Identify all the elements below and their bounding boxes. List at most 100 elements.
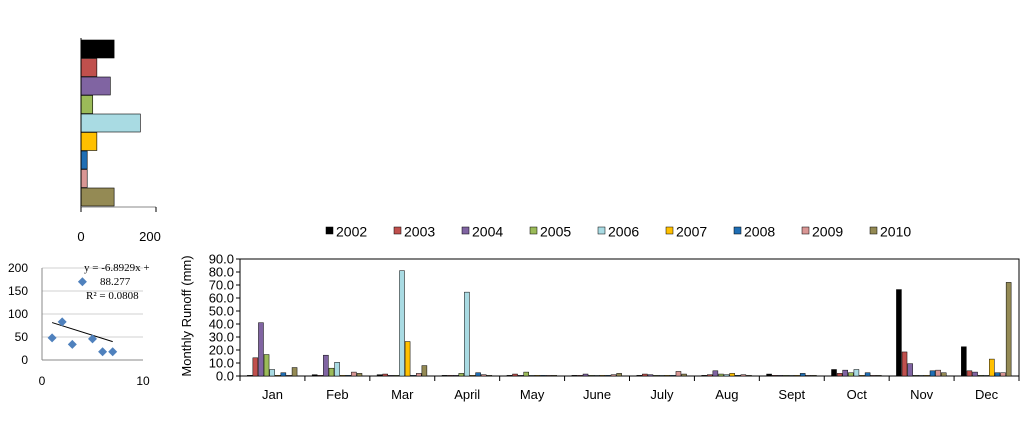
legend-label-2010: 2010 bbox=[880, 224, 911, 240]
scatter-point-5 bbox=[88, 334, 97, 344]
bar-Dec-2006 bbox=[983, 375, 989, 377]
bar-April-2005 bbox=[458, 373, 465, 377]
scatter-point-1 bbox=[47, 333, 57, 343]
bar-Sept-2005 bbox=[783, 375, 789, 377]
bar-May-2010 bbox=[551, 375, 557, 377]
bar-April-2002 bbox=[441, 375, 448, 377]
bar-June-2004 bbox=[582, 373, 589, 377]
bar-Nov-2003 bbox=[901, 351, 908, 377]
bar-May-2004 bbox=[517, 375, 524, 377]
monthly-y-ticks: 0.010.020.030.040.050.060.070.080.090.0 bbox=[209, 252, 240, 384]
bar-Jan-2008 bbox=[280, 372, 287, 377]
monthly-x-tick-label: Jan bbox=[262, 387, 283, 402]
bar-Dec-2007 bbox=[989, 358, 995, 377]
bar-Nov-2010 bbox=[940, 372, 947, 377]
bar-Nov-2008 bbox=[929, 370, 936, 377]
bar-Nov-2006 bbox=[918, 375, 925, 377]
monthly-y-tick-label: 60.0 bbox=[209, 291, 234, 306]
bar-Dec-2004 bbox=[972, 371, 978, 377]
scatter-point-3 bbox=[67, 339, 77, 349]
bar-April-2009 bbox=[480, 374, 487, 377]
bar-Jan-2002 bbox=[247, 375, 253, 377]
bar-Aug-2004 bbox=[712, 370, 719, 377]
hbar-x-tick-label: 0 bbox=[77, 229, 84, 244]
monthly-x-tick-label: Oct bbox=[847, 387, 868, 402]
scatter-y-tick-label: 50 bbox=[15, 330, 29, 344]
monthly-x-tick-label: Feb bbox=[326, 387, 348, 402]
bar-Feb-2007 bbox=[339, 375, 346, 377]
scatter-trendline bbox=[51, 322, 113, 343]
bar-Dec-2010 bbox=[1005, 282, 1012, 377]
bar-July-2006 bbox=[658, 375, 665, 377]
bar-June-2002 bbox=[571, 375, 578, 377]
bar-Nov-2007 bbox=[924, 375, 930, 377]
bar-Aug-2008 bbox=[735, 375, 741, 377]
bar-May-2002 bbox=[506, 375, 513, 377]
bar-Mar-2009 bbox=[416, 373, 422, 377]
monthly-y-tick-label: 20.0 bbox=[209, 343, 234, 358]
legend-swatch-2003 bbox=[393, 226, 402, 235]
bar-April-2007 bbox=[469, 375, 476, 377]
bar-Mar-2002 bbox=[376, 374, 383, 377]
bar-Nov-2002 bbox=[896, 289, 902, 377]
scatter-y-tick-labels: 0 50 100 150 200 bbox=[8, 261, 28, 367]
scatter-y-tick-label: 150 bbox=[8, 284, 28, 298]
monthly-y-tick-label: 10.0 bbox=[209, 356, 234, 371]
bar-Sept-2007 bbox=[794, 375, 800, 377]
scatter-y-tick-label: 200 bbox=[8, 261, 28, 275]
bar-July-2003 bbox=[642, 373, 648, 377]
bar-Sept-2009 bbox=[805, 375, 812, 377]
bar-May-2003 bbox=[512, 373, 518, 377]
bar-Aug-2002 bbox=[701, 375, 707, 377]
bar-June-2003 bbox=[577, 375, 583, 377]
bar-Sept-2006 bbox=[788, 375, 795, 377]
legend-swatch-2002 bbox=[325, 226, 334, 235]
bar-Nov-2004 bbox=[907, 363, 913, 377]
bar-Mar-2004 bbox=[388, 375, 394, 377]
legend-label-2008: 2008 bbox=[744, 224, 775, 240]
bar-Aug-2003 bbox=[707, 374, 713, 377]
hbar-bar-2004 bbox=[80, 76, 111, 96]
legend-swatch-2009 bbox=[801, 226, 810, 235]
bar-July-2010 bbox=[681, 373, 687, 377]
legend-label-2002: 2002 bbox=[336, 224, 367, 240]
monthly-y-tick-label: 50.0 bbox=[209, 304, 234, 319]
legend: 2002 2003 2004 2005 2006 2007 2008 2009 2010 bbox=[325, 224, 911, 240]
bar-Sept-2010 bbox=[811, 375, 817, 377]
hbar-bar-2002 bbox=[80, 39, 115, 59]
bar-Jan-2007 bbox=[275, 375, 281, 377]
bar-Feb-2010 bbox=[356, 373, 363, 377]
bar-July-2005 bbox=[653, 375, 659, 377]
bar-Aug-2005 bbox=[718, 373, 724, 377]
legend-swatch-2010 bbox=[869, 226, 878, 235]
bar-Aug-2010 bbox=[746, 375, 752, 377]
bar-Dec-2008 bbox=[994, 372, 1001, 377]
bar-Jan-2006 bbox=[269, 369, 275, 377]
hbar-bar-2005 bbox=[80, 95, 94, 114]
bar-Feb-2006 bbox=[334, 362, 340, 377]
bar-Mar-2007 bbox=[404, 341, 411, 377]
scatter-point-2 bbox=[57, 317, 67, 327]
bar-Aug-2006 bbox=[723, 374, 730, 377]
hbar-bar-2006 bbox=[80, 113, 141, 133]
bar-Feb-2004 bbox=[323, 354, 329, 377]
bar-Mar-2008 bbox=[410, 375, 416, 377]
bar-Nov-2005 bbox=[912, 375, 919, 377]
bar-Mar-2005 bbox=[393, 375, 400, 377]
bar-Oct-2009 bbox=[870, 375, 876, 377]
monthly-x-tick-label: July bbox=[650, 387, 674, 402]
bar-June-2009 bbox=[610, 374, 617, 377]
bar-Dec-2009 bbox=[1000, 372, 1006, 377]
bar-Mar-2006 bbox=[399, 270, 405, 377]
bar-Sept-2002 bbox=[766, 373, 772, 377]
legend-swatch-2008 bbox=[733, 226, 742, 235]
monthly-x-tick-label: May bbox=[520, 387, 545, 402]
bar-May-2009 bbox=[545, 375, 552, 377]
bar-Nov-2009 bbox=[935, 369, 941, 377]
monthly-y-tick-label: 70.0 bbox=[209, 278, 234, 293]
monthly-y-tick-label: 30.0 bbox=[209, 330, 234, 345]
monthly-x-tick-labels: Jan Feb Mar April May June July Aug Sept Oct Nov De… bbox=[262, 387, 999, 402]
trendline-equation-line1: y = -6.8929x + bbox=[84, 262, 150, 274]
bar-April-2004 bbox=[452, 375, 459, 377]
bar-July-2009 bbox=[675, 371, 682, 377]
